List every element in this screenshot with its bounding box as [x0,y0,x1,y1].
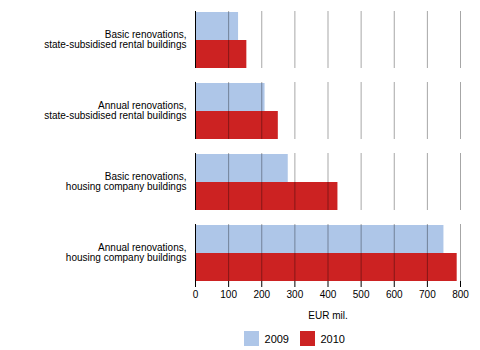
svg-text:700: 700 [419,289,436,300]
svg-text:Basic renovations,state-subsid: Basic renovations,state-subsidised renta… [44,29,186,50]
svg-text:Annual renovations,state-subsi: Annual renovations,state-subsidised rent… [44,100,186,121]
svg-text:EUR mil.: EUR mil. [308,310,347,321]
svg-text:400: 400 [320,289,337,300]
svg-text:300: 300 [287,289,304,300]
svg-text:Basic renovations,housing comp: Basic renovations,housing company buildi… [66,171,187,192]
svg-text:100: 100 [220,289,237,300]
svg-text:200: 200 [253,289,270,300]
svg-text:500: 500 [353,289,370,300]
html-text:2010: 2010 [320,332,345,345]
svg-text:600: 600 [386,289,403,300]
svg-text:Annual renovations,housing com: Annual renovations,housing company build… [66,242,187,263]
html-text:2009: 2009 [264,332,289,345]
svg-text:0: 0 [193,289,199,300]
svg-text:800: 800 [452,289,469,300]
